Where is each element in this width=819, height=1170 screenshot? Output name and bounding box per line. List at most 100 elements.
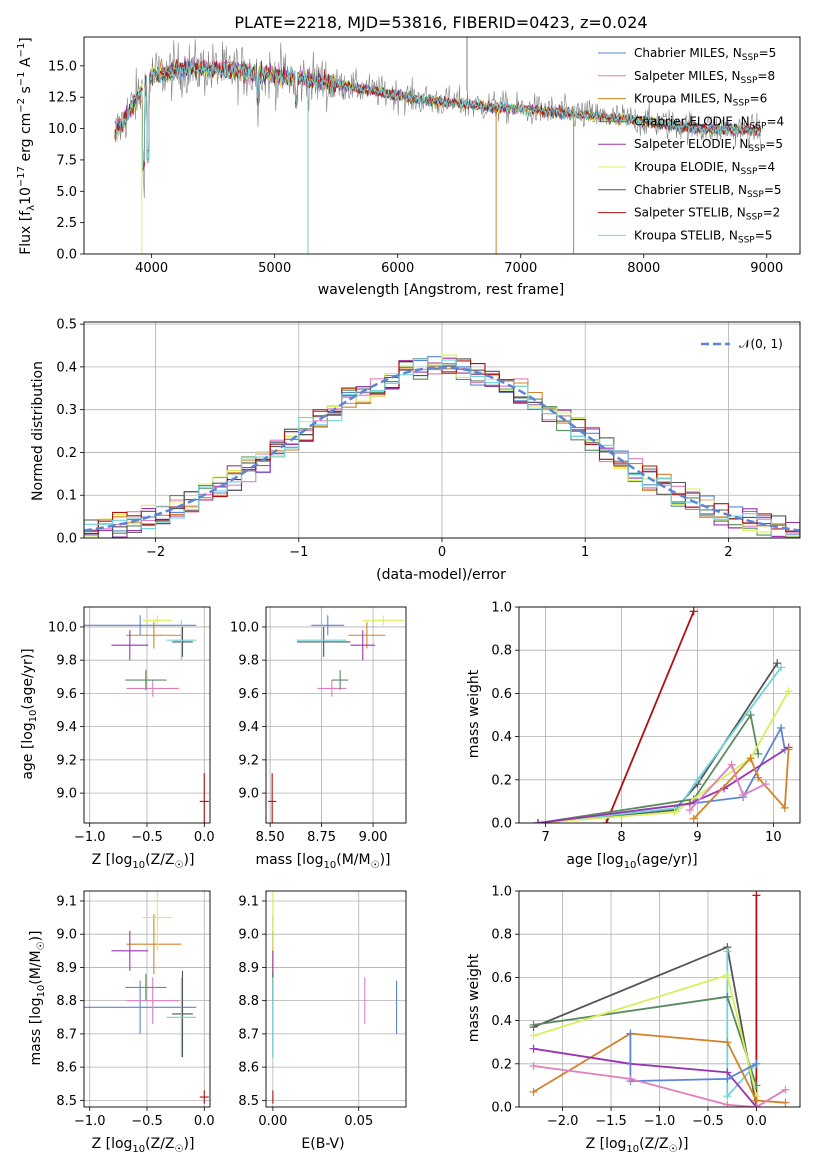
weight-vs-age-ytick-label: 0.4 bbox=[491, 730, 512, 745]
mass-vs-z-ytick-label: 8.5 bbox=[56, 1094, 77, 1109]
weight-vs-age-frame bbox=[518, 606, 801, 824]
mass-vs-ebv-plot-area bbox=[272, 891, 398, 1104]
residuals-frame bbox=[83, 321, 801, 539]
weight-vs-z-xtick-label: −1.5 bbox=[595, 1114, 627, 1129]
weight-vs-z-frame bbox=[518, 890, 801, 1108]
spectrum-xtick-label: 9000 bbox=[750, 261, 783, 276]
residuals-plot-area bbox=[84, 354, 800, 538]
spectrum-plot-area bbox=[114, 37, 761, 254]
spectrum-ytick-label: 0.0 bbox=[56, 248, 77, 263]
mass-vs-z-ylabel: mass [log10(M/M☉)] bbox=[28, 930, 47, 1065]
spectrum-ytick-label: 5.0 bbox=[56, 185, 77, 200]
residuals-xtick-label: −2 bbox=[146, 545, 165, 560]
residual-histogram bbox=[84, 358, 800, 538]
residuals-ytick-label: 0.1 bbox=[56, 489, 77, 504]
weight-series-line bbox=[537, 712, 760, 823]
age-vs-z-xtick-label: −0.5 bbox=[131, 830, 163, 845]
mass-vs-z-plot-area bbox=[84, 891, 209, 1104]
mass-vs-z-ytick-label: 8.8 bbox=[56, 994, 77, 1009]
age-vs-z-ytick-label: 10.0 bbox=[48, 620, 77, 635]
spectrum-ytick-label: 15.0 bbox=[48, 59, 77, 74]
age-vs-z-ytick-label: 9.0 bbox=[56, 787, 77, 802]
mass-vs-z-ytick-label: 8.9 bbox=[56, 961, 77, 976]
age-vs-mass-ytick-label: 9.6 bbox=[238, 687, 259, 702]
spectrum-axes: 4000 5000 6000 7000 8000 9000 0.0 2.5 5.0 7.5 10.0… bbox=[48, 36, 801, 276]
residuals-ytick-label: 0.5 bbox=[56, 318, 77, 333]
age-vs-z-xlabel: Z [log10(Z/Z☉)] bbox=[92, 852, 195, 871]
weight-vs-z-xtick-label: −0.5 bbox=[692, 1114, 724, 1129]
age-vs-mass-ytick-label: 9.8 bbox=[238, 654, 259, 669]
mass-vs-ebv-ytick-label: 9.1 bbox=[238, 894, 259, 909]
age-vs-z-frame bbox=[83, 606, 211, 824]
legend-label: Salpeter MILES, NSSP=8 bbox=[634, 69, 775, 86]
residuals-ytick-label: 0.2 bbox=[56, 446, 77, 461]
mass-vs-ebv-ytick-label: 9.0 bbox=[238, 928, 259, 943]
age-vs-mass-ytick-label: 9.0 bbox=[238, 787, 259, 802]
age-vs-z-axes: −1.0 −0.5 0.0 9.0 9.2 9.4 9.6 9.8 10.0 bbox=[48, 606, 215, 845]
weight-vs-age-ytick-label: 0.2 bbox=[491, 773, 512, 788]
mass-vs-ebv-ytick-label: 8.7 bbox=[238, 1027, 259, 1042]
weight-vs-z-ylabel: mass weight bbox=[466, 953, 482, 1042]
age-vs-mass-frame bbox=[265, 606, 407, 824]
weight-series-line bbox=[629, 1033, 757, 1083]
age-vs-mass-ytick-label: 10.0 bbox=[230, 620, 259, 635]
mass-vs-ebv-ytick-label: 8.5 bbox=[238, 1094, 259, 1109]
residuals-ytick-label: 0.3 bbox=[56, 403, 77, 418]
residuals-ytick-label: 0.0 bbox=[56, 532, 77, 547]
weight-series-line bbox=[537, 725, 786, 823]
weight-vs-z-plot-area bbox=[529, 891, 790, 1107]
mass-vs-z-frame bbox=[83, 890, 211, 1108]
weight-vs-z-xtick-label: −1.0 bbox=[644, 1114, 676, 1129]
spectrum-ytick-label: 12.5 bbox=[48, 91, 77, 106]
residuals-xtick-label: −1 bbox=[289, 545, 308, 560]
age-vs-mass-xtick-label: 9.00 bbox=[359, 830, 388, 845]
weight-series-line bbox=[537, 666, 782, 823]
age-vs-z-ylabel: age [log10(age/yr)] bbox=[20, 648, 39, 779]
weight-vs-age-ylabel: mass weight bbox=[466, 669, 482, 758]
weight-vs-age-xlabel: age [log10(age/yr)] bbox=[566, 852, 697, 871]
legend-label: Kroupa ELODIE, NSSP=4 bbox=[634, 160, 775, 177]
age-vs-z-ytick-label: 9.8 bbox=[56, 654, 77, 669]
weight-vs-age-ytick-label: 1.0 bbox=[491, 601, 512, 616]
mass-vs-z-ytick-label: 8.7 bbox=[56, 1027, 77, 1042]
age-vs-mass-ytick-label: 9.4 bbox=[238, 720, 259, 735]
legend-label: Salpeter ELODIE, NSSP=5 bbox=[634, 137, 783, 154]
weight-series-line bbox=[533, 1047, 758, 1107]
spectrum-legend: Chabrier MILES, NSSP=5 Salpeter MILES, NS… bbox=[598, 46, 784, 245]
age-vs-z-ytick-label: 9.6 bbox=[56, 687, 77, 702]
mass-vs-ebv-frame bbox=[265, 890, 407, 1108]
weight-vs-age-axes: 7 8 9 10 0.0 0.2 0.4 0.6 0.8 1.0 bbox=[491, 601, 801, 845]
legend-label: Chabrier STELIB, NSSP=5 bbox=[634, 183, 782, 200]
age-vs-z-xtick-label: −1.0 bbox=[74, 830, 106, 845]
spectrum-ytick-label: 2.5 bbox=[56, 216, 77, 231]
legend-label: Chabrier ELODIE, NSSP=4 bbox=[634, 114, 784, 131]
mass-vs-ebv-xtick-label: 0.00 bbox=[258, 1114, 287, 1129]
weight-series-line bbox=[537, 662, 778, 823]
age-vs-mass-plot-area bbox=[268, 615, 404, 823]
age-vs-z-ytick-label: 9.2 bbox=[56, 753, 77, 768]
weight-series-line bbox=[689, 763, 767, 811]
weight-vs-age-xtick-label: 10 bbox=[765, 830, 782, 845]
mass-vs-ebv-ytick-label: 8.6 bbox=[238, 1061, 259, 1076]
weight-vs-z-ytick-label: 0.6 bbox=[491, 971, 512, 986]
residuals-xtick-label: 0 bbox=[438, 545, 446, 560]
legend-label: Kroupa MILES, NSSP=6 bbox=[634, 92, 767, 109]
weight-vs-age-ytick-label: 0.8 bbox=[491, 644, 512, 659]
residuals-axes: −2 −1 0 1 2 0.0 0.1 0.2 0.3 0.4 0.5 𝒩(0, 1) bbox=[56, 318, 801, 560]
residuals-xtick-label: 2 bbox=[724, 545, 732, 560]
mass-vs-z-xtick-label: 0.0 bbox=[194, 1114, 215, 1129]
figure-title: PLATE=2218, MJD=53816, FIBERID=0423, z=0… bbox=[234, 13, 647, 32]
residuals-ylabel: Normed distribution bbox=[30, 361, 46, 501]
age-vs-mass-ytick-label: 9.2 bbox=[238, 753, 259, 768]
weight-vs-z-axes: −2.0 −1.5 −1.0 −0.5 0.0 0.0 0.2 0.4 0.6 0.8 1.0 bbox=[491, 885, 801, 1129]
mass-vs-ebv-xlabel: E(B-V) bbox=[301, 1136, 344, 1152]
weight-vs-z-ytick-label: 0.2 bbox=[491, 1057, 512, 1072]
mass-vs-z-ytick-label: 9.1 bbox=[56, 894, 77, 909]
spectrum-xtick-label: 7000 bbox=[504, 261, 537, 276]
age-vs-z-ytick-label: 9.4 bbox=[56, 720, 77, 735]
age-vs-mass-axes: 8.50 8.75 9.00 9.0 9.2 9.4 9.6 9.8 10.0 bbox=[230, 606, 407, 845]
weight-series-line bbox=[537, 746, 790, 823]
mass-vs-z-xtick-label: −1.0 bbox=[74, 1114, 106, 1129]
spectrum-model-line bbox=[114, 58, 761, 168]
